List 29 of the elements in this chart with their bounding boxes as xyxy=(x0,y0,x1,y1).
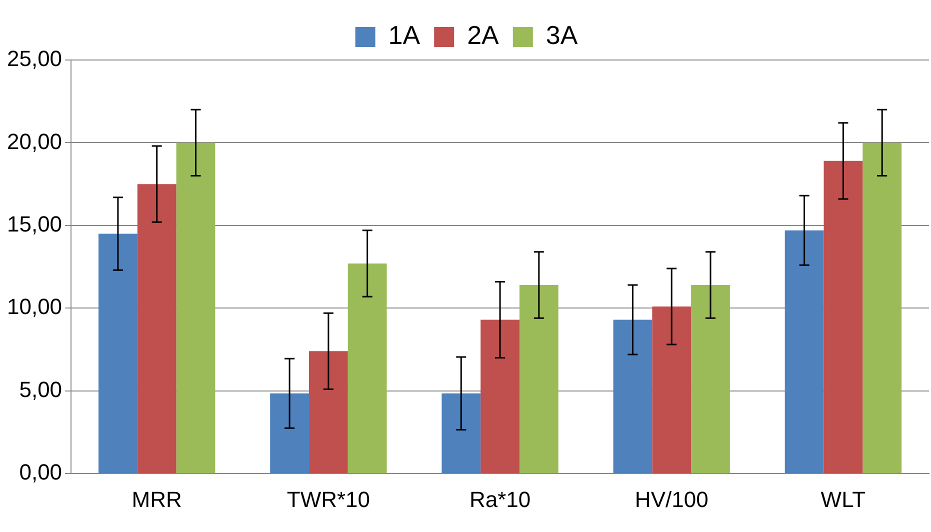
y-tick-label: 5,00 xyxy=(19,376,62,402)
bar xyxy=(613,320,652,474)
bar xyxy=(519,285,558,474)
bar xyxy=(308,351,348,474)
x-tick-label: Ra*10 xyxy=(469,486,531,512)
bar xyxy=(176,142,216,474)
y-tick-label: 0,00 xyxy=(19,460,62,485)
bar xyxy=(98,234,138,474)
legend-label: 3A xyxy=(546,20,578,50)
bar xyxy=(480,320,520,474)
bar xyxy=(442,393,481,474)
bar xyxy=(824,160,863,474)
y-tick-label: 20,00 xyxy=(6,128,62,154)
bar xyxy=(270,393,309,474)
x-tick-label: WLT xyxy=(820,486,866,512)
y-tick-label: 15,00 xyxy=(6,212,62,237)
bar xyxy=(784,230,824,474)
bar xyxy=(348,263,387,474)
legend-label: 2A xyxy=(467,20,500,50)
bar xyxy=(691,285,730,474)
x-tick-label: TWR*10 xyxy=(286,486,370,512)
x-tick-label: HV/100 xyxy=(634,486,708,512)
bar xyxy=(652,306,692,474)
bar xyxy=(137,184,176,474)
x-tick-label: MRR xyxy=(132,486,182,512)
legend-label: 1A xyxy=(388,20,421,50)
bar xyxy=(862,142,902,474)
y-tick-label: 10,00 xyxy=(6,294,62,320)
y-tick-label: 25,00 xyxy=(6,46,62,72)
